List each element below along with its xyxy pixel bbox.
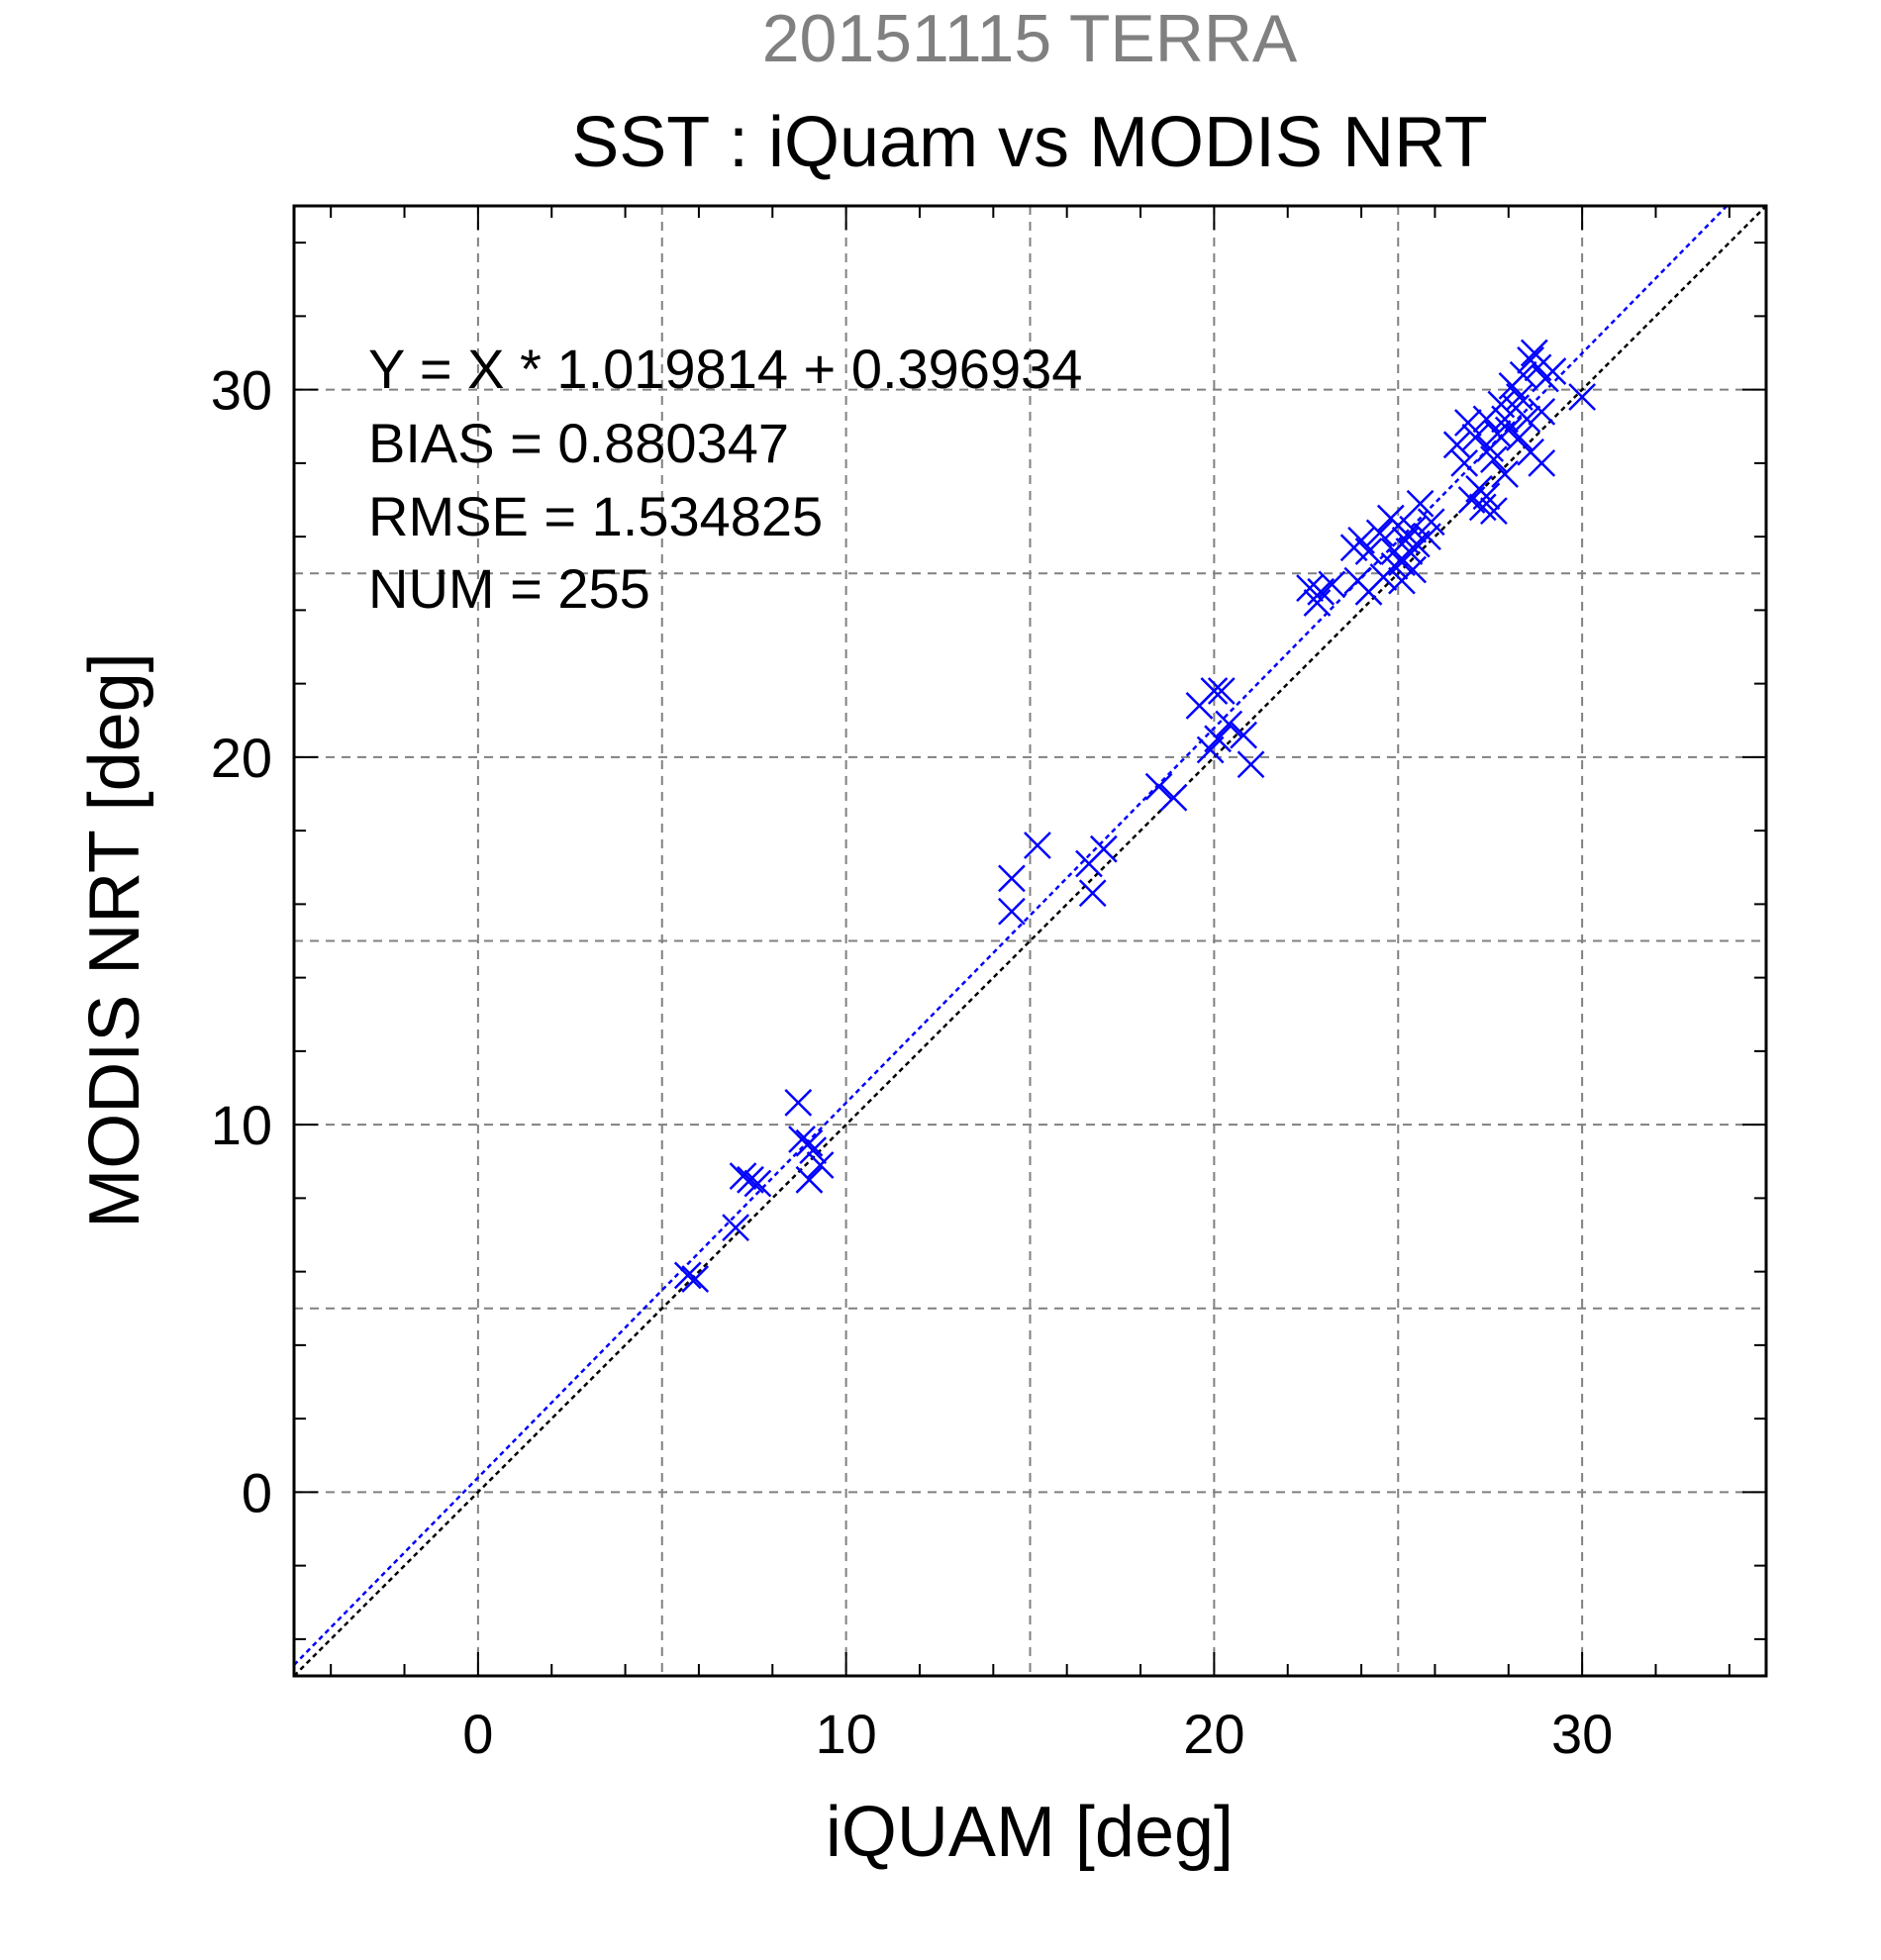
data-point [729, 1162, 757, 1190]
data-point [1453, 409, 1482, 437]
y-tick-label: 0 [242, 1461, 272, 1523]
data-point [1528, 398, 1556, 426]
data-point [1483, 420, 1512, 448]
data-point [1200, 677, 1229, 705]
grid-lines [294, 206, 1766, 1676]
data-point [1296, 574, 1324, 602]
axis-ticks [294, 206, 1766, 1676]
stats-line-rmse: RMSE = 1.534825 [368, 485, 823, 547]
data-point [1480, 497, 1508, 526]
data-point [673, 1261, 702, 1290]
data-point [806, 1151, 835, 1179]
data-point [722, 1214, 749, 1241]
data-point [1215, 710, 1243, 738]
data-point [1303, 589, 1332, 617]
data-point [1513, 405, 1541, 434]
x-tick-label: 10 [815, 1703, 876, 1765]
data-points [673, 339, 1597, 1293]
stats-line-bias: BIAS = 0.880347 [368, 412, 789, 474]
data-point [1237, 750, 1265, 779]
data-point [1089, 834, 1118, 863]
data-point [737, 1165, 764, 1194]
data-point [1468, 493, 1497, 522]
chart-title: SST : iQuam vs MODIS NRT [571, 103, 1488, 182]
data-point [1491, 460, 1519, 488]
data-point [1506, 424, 1534, 451]
x-tick-label: 20 [1183, 1703, 1244, 1765]
x-axis-label: iQUAM [deg] [826, 1793, 1234, 1872]
data-point [1365, 519, 1394, 547]
data-point [795, 1128, 824, 1157]
data-point [1528, 448, 1556, 477]
data-point [1417, 508, 1445, 537]
x-tick-label: 30 [1551, 1703, 1613, 1765]
data-point [1480, 445, 1508, 474]
x-tick-label: 0 [462, 1703, 493, 1765]
data-point [1159, 783, 1188, 812]
tick-labels: 0 10 20 30 0 10 20 30 [211, 359, 1614, 1765]
data-point [1230, 721, 1257, 749]
stats-box: Y = X * 1.019814 + 0.396934 BIAS = 0.880… [368, 338, 1082, 620]
data-point [1144, 772, 1173, 801]
data-point [1442, 431, 1471, 459]
data-point [784, 1088, 813, 1117]
chart-supertitle: 20151115 TERRA [762, 1, 1298, 76]
data-point [1450, 448, 1479, 477]
data-point [998, 864, 1026, 893]
data-point [1395, 538, 1424, 565]
data-point [1078, 879, 1107, 908]
stats-line-regression: Y = X * 1.019814 + 0.396934 [368, 338, 1082, 400]
data-point [1472, 482, 1501, 511]
data-point [998, 897, 1026, 926]
data-point [1024, 832, 1051, 859]
data-point [681, 1265, 710, 1293]
data-point [799, 1136, 828, 1164]
stats-line-num: NUM = 255 [368, 557, 650, 620]
data-point [1204, 725, 1232, 753]
plot-frame [292, 204, 1768, 1678]
y-tick-label: 30 [211, 359, 272, 422]
y-tick-label: 20 [211, 727, 272, 789]
data-point [1318, 570, 1346, 599]
data-point [1509, 360, 1537, 389]
data-point [795, 1165, 824, 1194]
data-point [1354, 538, 1383, 565]
y-axis-label: MODIS NRT [deg] [75, 652, 154, 1228]
data-point [1207, 677, 1236, 705]
y-tick-label: 10 [211, 1094, 272, 1156]
data-point [1538, 357, 1567, 385]
data-point [743, 1169, 772, 1198]
data-point [1568, 383, 1597, 411]
data-point [1461, 424, 1490, 451]
data-point [1406, 489, 1435, 518]
